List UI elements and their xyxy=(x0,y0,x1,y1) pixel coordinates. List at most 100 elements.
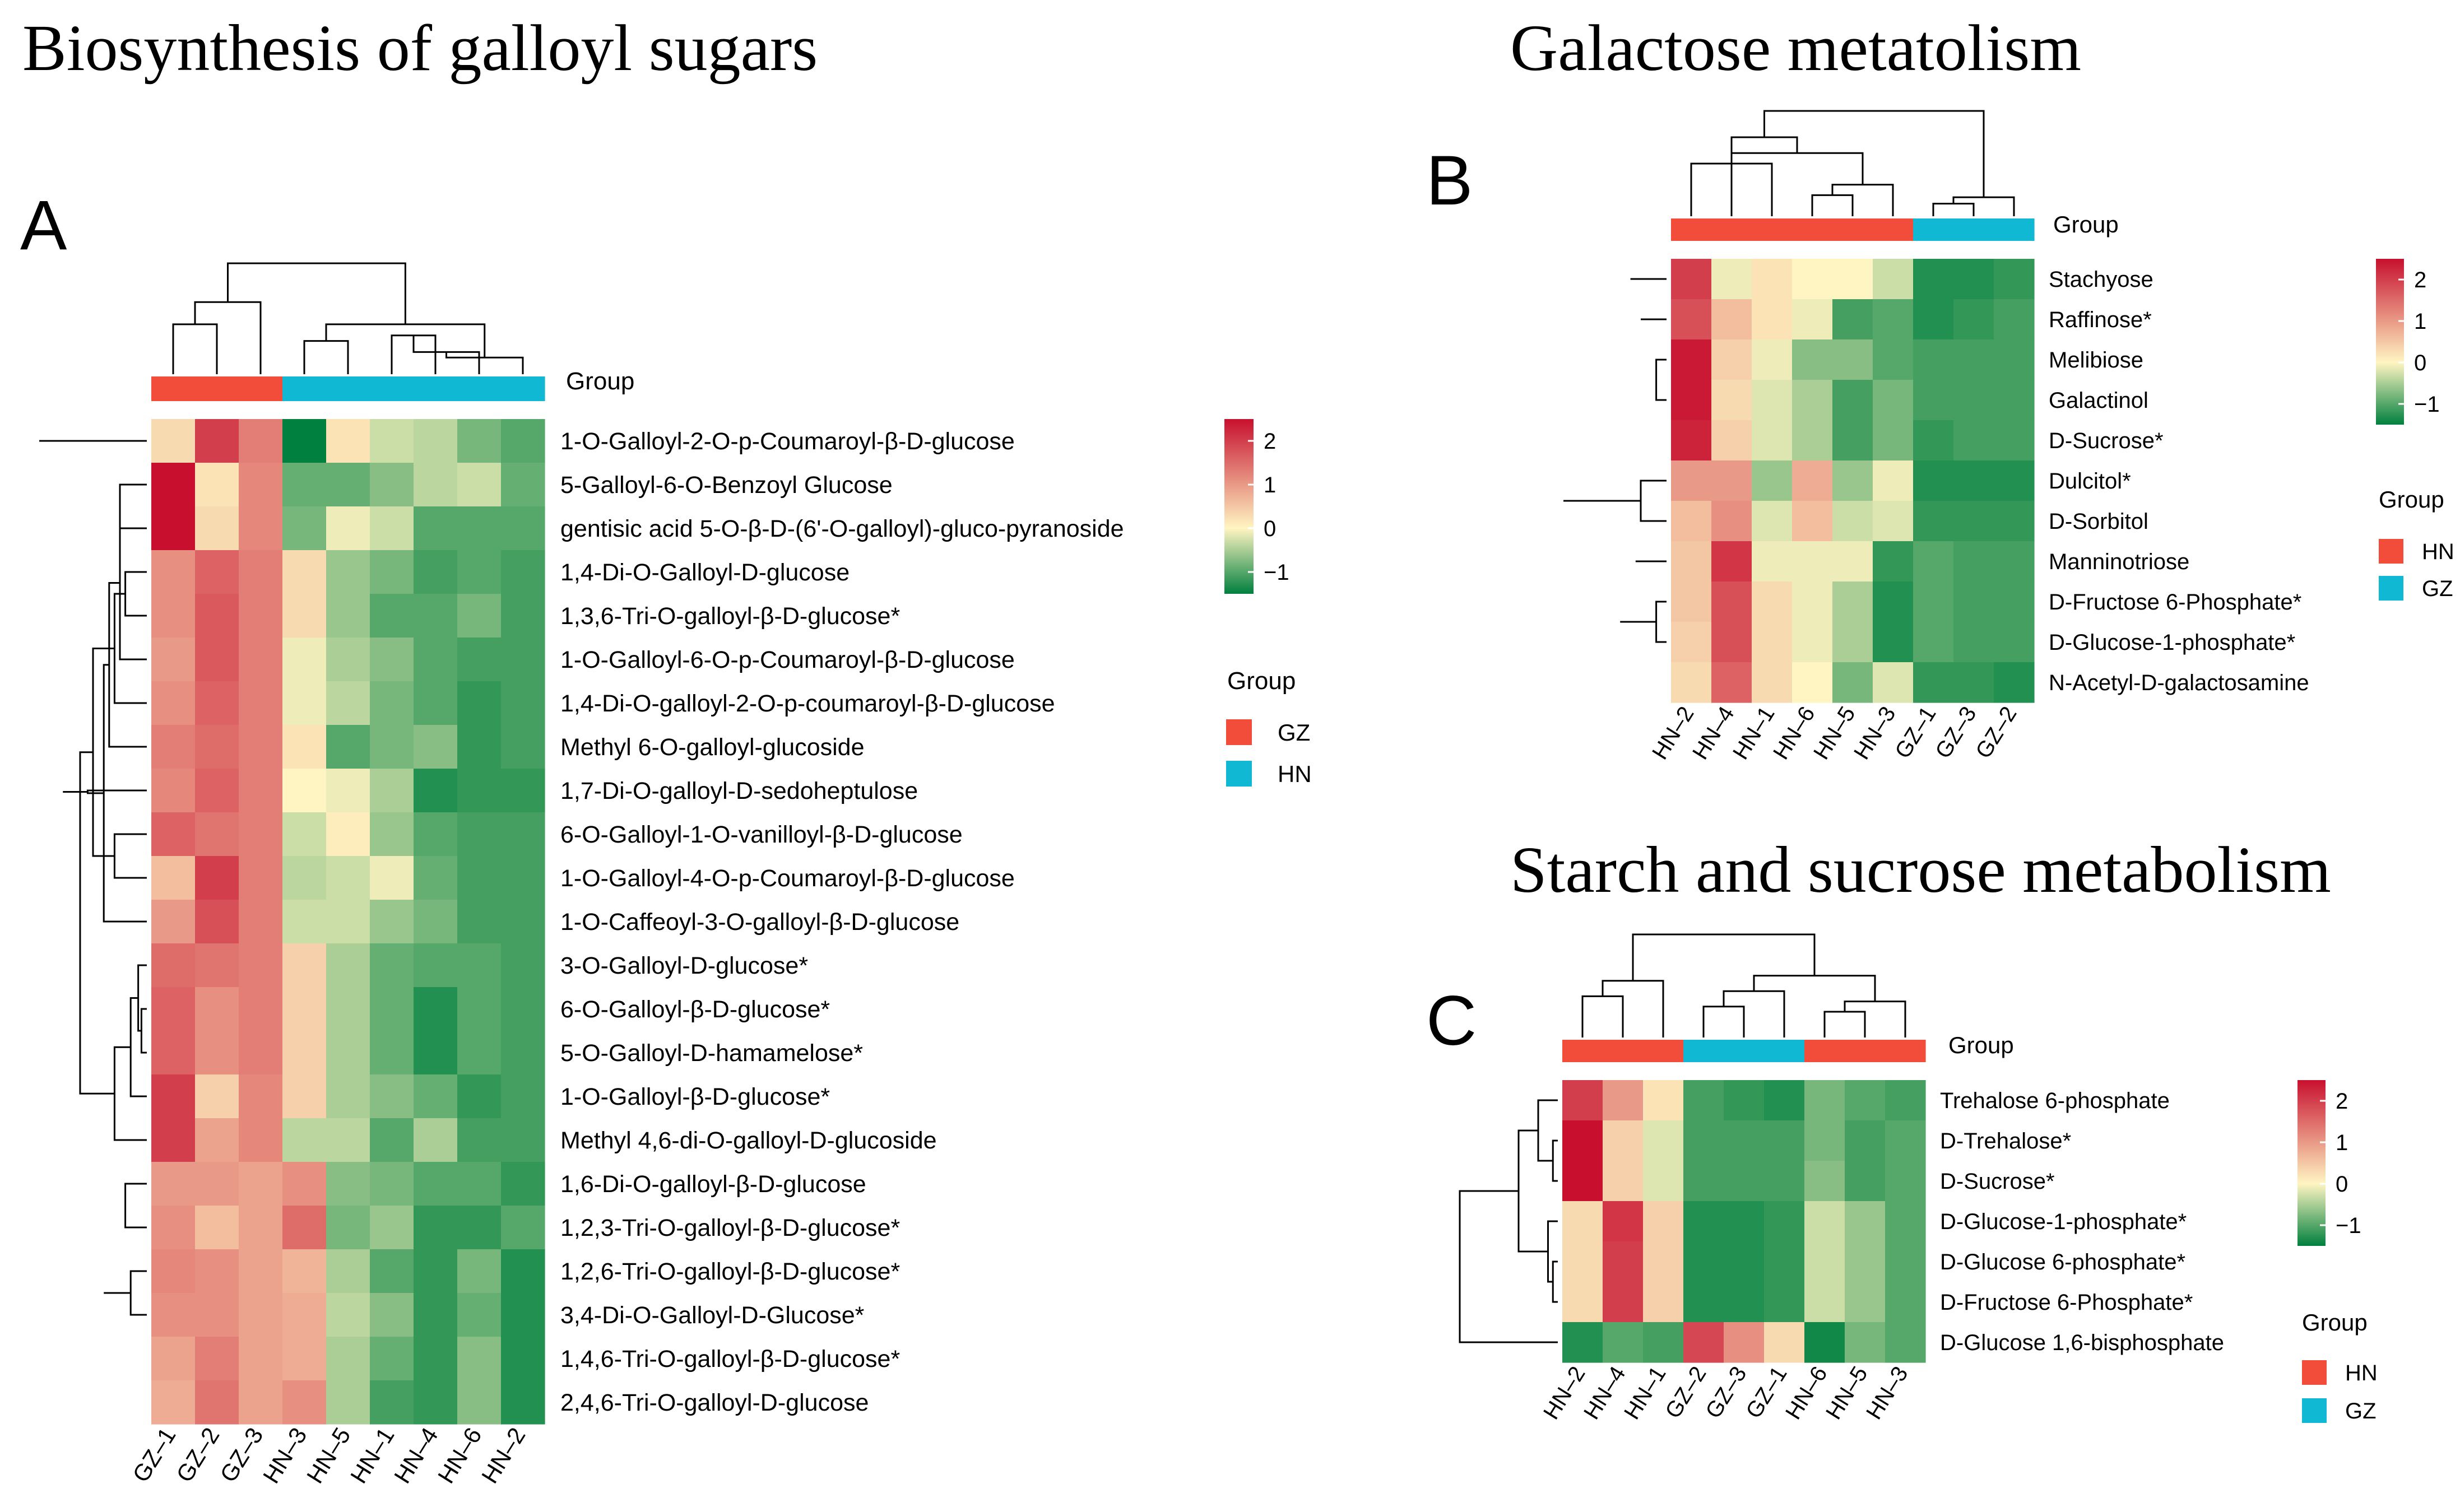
panel-a-cell xyxy=(457,769,502,813)
panel-b-cell xyxy=(1671,501,1712,542)
panel-c-cell xyxy=(1683,1241,1724,1282)
panel-a-cell xyxy=(282,1206,327,1250)
panel-a-row-label: 1,2,6-Tri-O-galloyl-β-D-glucose* xyxy=(560,1258,900,1285)
panel-a-cell xyxy=(195,681,239,725)
panel-c-cell xyxy=(1885,1241,1926,1282)
panel-c-cell xyxy=(1764,1282,1805,1323)
panel-b-cell xyxy=(1792,501,1833,542)
panel-a-cell xyxy=(326,1118,370,1162)
panel-b-cell xyxy=(1994,460,2035,501)
panel-c-cell xyxy=(1804,1282,1845,1323)
panel-a-colorbar-tick-label: 1 xyxy=(1264,473,1276,497)
panel-b-cell xyxy=(1792,380,1833,421)
panel-a-column-labels: GZ–1GZ–2GZ–3HN–3HN–5HN–1HN–4HN–6HN–2 xyxy=(127,1423,531,1488)
panel-a-cell xyxy=(326,856,370,900)
panel-a-cell xyxy=(457,681,502,725)
panel-a-cell xyxy=(239,419,283,463)
panel-c-colorbar-tick-label: −1 xyxy=(2336,1213,2361,1238)
panel-b-cell xyxy=(1832,460,1873,501)
panel-a-cell xyxy=(195,1074,239,1119)
panel-c-legend-swatch-2 xyxy=(2302,1398,2327,1423)
panel-c-cell xyxy=(1603,1241,1644,1282)
panel-a-cell xyxy=(457,725,502,769)
panel-b-cell xyxy=(1711,541,1752,582)
panel-a-row-label: 1,4,6-Tri-O-galloyl-β-D-glucose* xyxy=(560,1346,900,1373)
panel-a-legend-swatch-2 xyxy=(1226,761,1252,787)
panel-b-cell xyxy=(1832,339,1873,380)
panel-a-cell xyxy=(501,594,545,638)
panel-a-dendrogram-branch xyxy=(119,506,147,660)
panel-b-cell xyxy=(1752,460,1793,501)
panel-c-dendrogram-branch xyxy=(1844,1001,1906,1038)
panel-a-cell xyxy=(239,725,283,769)
panel-a-cell xyxy=(370,769,414,813)
panel-a-title: Biosynthesis of galloyl sugars xyxy=(22,11,818,85)
panel-a-cell xyxy=(457,419,502,463)
panel-b-title: Galactose metatolism xyxy=(1510,11,2081,85)
panel-c-cell xyxy=(1724,1120,1765,1161)
panel-c-cell xyxy=(1603,1120,1644,1161)
panel-a-cell xyxy=(501,1162,545,1206)
panel-a-cell xyxy=(370,550,414,594)
panel-a-cell xyxy=(195,463,239,507)
panel-a-cell xyxy=(501,812,545,857)
panel-b-cell xyxy=(1873,581,1914,622)
panel-a-cell xyxy=(151,856,196,900)
panel-b-cell xyxy=(1994,581,2035,622)
panel-a-cell xyxy=(239,1293,283,1337)
panel-b-cell xyxy=(1953,299,1994,340)
panel-c-row-labels: Trehalose 6-phosphate D-Trehalose* D-Sucro… xyxy=(1940,1088,2224,1355)
panel-c-cell xyxy=(1845,1282,1886,1323)
panel-b-colorbar-tick-label: 2 xyxy=(2414,268,2426,292)
panel-a-cell xyxy=(195,1118,239,1162)
panel-a-cell xyxy=(501,900,545,944)
panel-c-cell xyxy=(1724,1282,1765,1323)
panel-a-cell xyxy=(282,1337,327,1381)
panel-b-cell xyxy=(1752,339,1793,380)
panel-c-cell xyxy=(1764,1080,1805,1121)
panel-a-cell xyxy=(195,900,239,944)
panel-b-group-bar xyxy=(1671,218,2035,241)
panel-c-colorbar-tick-label: 0 xyxy=(2336,1172,2348,1197)
panel-a-row-label: 6-O-Galloyl-β-D-glucose* xyxy=(560,996,830,1023)
panel-c-legend-group-title: Group xyxy=(2302,1309,2368,1336)
panel-c-cell xyxy=(1724,1201,1765,1242)
panel-a-cell xyxy=(326,1293,370,1337)
panel-a-cell xyxy=(282,769,327,813)
panel-a-cell xyxy=(239,769,283,813)
panel-b-legend-swatch-2 xyxy=(2379,576,2403,601)
panel-a-cell xyxy=(326,550,370,594)
panel-c-cell xyxy=(1885,1161,1926,1202)
panel-b-cell xyxy=(1953,501,1994,542)
panel-c-cell xyxy=(1643,1080,1684,1121)
panel-b-cell xyxy=(1671,299,1712,340)
panel-b-row-label: Raffinose* xyxy=(2049,308,2152,332)
panel-a-column-label: HN–2 xyxy=(476,1423,531,1488)
panel-a-cell xyxy=(195,1249,239,1294)
panel-a-cell xyxy=(282,1293,327,1337)
panel-a-cell xyxy=(370,1380,414,1425)
panel-a-column-label: GZ–3 xyxy=(215,1423,268,1487)
panel-a-cell xyxy=(239,1380,283,1425)
panel-a-cell xyxy=(282,1249,327,1294)
panel-b-cell xyxy=(1832,420,1873,461)
panel-a-column-label: HN–6 xyxy=(433,1423,487,1488)
panel-c-dendrogram-branch xyxy=(1537,1099,1558,1162)
panel-a-cell xyxy=(501,550,545,594)
panel-a-cell xyxy=(195,506,239,551)
panel-a-cell xyxy=(326,1074,370,1119)
panel-a-cell xyxy=(501,987,545,1031)
panel-a-cell xyxy=(326,506,370,551)
panel-a-cell xyxy=(151,1074,196,1119)
panel-a-cell xyxy=(282,1031,327,1075)
panel-a-cell xyxy=(501,1380,545,1425)
panel-c-dendrogram-branch xyxy=(1602,980,1664,1038)
panel-a-dendrogram-branch xyxy=(124,1183,147,1229)
panel-c-cell xyxy=(1845,1241,1886,1282)
panel-b-cell xyxy=(1953,662,1994,703)
panel-a-cell xyxy=(151,769,196,813)
panel-a-cell xyxy=(282,419,327,463)
panel-a-colorbar-tick-label: −1 xyxy=(1264,560,1289,585)
panel-b-cell xyxy=(1873,501,1914,542)
panel-a-cell xyxy=(151,550,196,594)
